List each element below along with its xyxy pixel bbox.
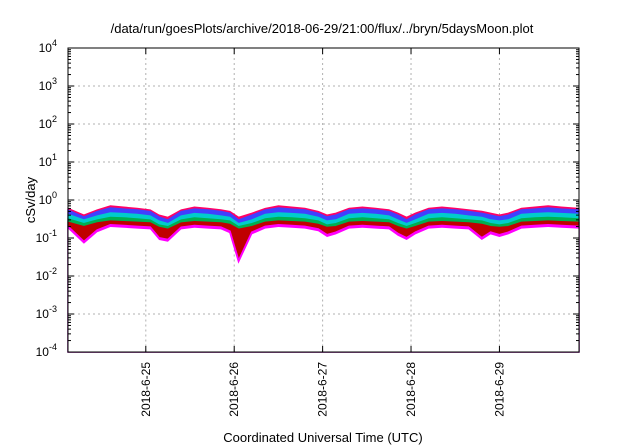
- y-tick-labels: 10-4 10-3 10-2 10-1 100 101 102 103 104: [36, 38, 57, 359]
- x-tick-label: 2018-6-27: [316, 362, 330, 417]
- y-tick-label: 104: [39, 38, 57, 55]
- x-axis-label: Coordinated Universal Time (UTC): [223, 430, 422, 445]
- y-axis-label: cSv/day: [23, 176, 38, 223]
- tick-marks: [68, 47, 579, 353]
- y-tick-label: 10-3: [36, 304, 57, 321]
- series-layer: [67, 205, 580, 353]
- y-tick-label: 100: [39, 190, 57, 207]
- x-tick-label: 2018-6-28: [404, 362, 418, 417]
- y-tick-label: 103: [39, 76, 57, 93]
- y-tick-label: 10-4: [36, 342, 57, 359]
- x-tick-label: 2018-6-25: [139, 362, 153, 417]
- y-tick-label: 10-1: [36, 228, 57, 245]
- chart-title: /data/run/goesPlots/archive/2018-06-29/2…: [111, 21, 534, 36]
- y-tick-label: 10-2: [36, 266, 57, 283]
- x-tick-label: 2018-6-26: [227, 362, 241, 417]
- y-tick-label: 102: [39, 114, 57, 131]
- y-tick-label: 101: [39, 152, 57, 169]
- x-tick-label: 2018-6-29: [492, 362, 506, 417]
- series-line-lowest: [67, 223, 580, 264]
- x-tick-labels: 2018-6-25 2018-6-26 2018-6-27 2018-6-28 2018…: [139, 362, 507, 417]
- below-band-mask: [68, 227, 579, 352]
